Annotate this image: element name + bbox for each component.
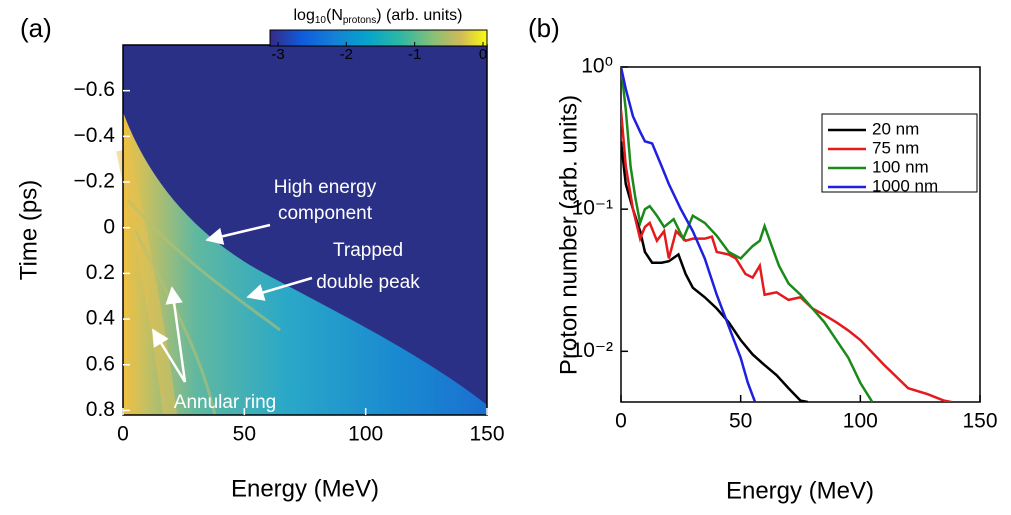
colorbar-label: log10(Nprotons) (arb. units) bbox=[294, 7, 463, 25]
plot-frame bbox=[620, 66, 981, 403]
x-tick-label: 150 bbox=[469, 423, 504, 446]
x-tick-label: 50 bbox=[729, 410, 752, 433]
label-part: log bbox=[294, 7, 315, 24]
colorbar-tick-label: -1 bbox=[408, 46, 421, 63]
arrow bbox=[246, 276, 313, 301]
y-tick-label: −0.6 bbox=[74, 78, 115, 101]
y-tick-label: 0.2 bbox=[86, 261, 115, 284]
colorbar-tick-label: -2 bbox=[340, 46, 353, 63]
annotation: Annular ring bbox=[174, 392, 276, 413]
data-line bbox=[621, 141, 808, 402]
data-line bbox=[621, 67, 757, 402]
label-part: (N bbox=[326, 7, 343, 24]
label-part: ) (arb. units) bbox=[376, 7, 462, 24]
x-tick-label: 100 bbox=[843, 410, 878, 433]
label-part: protons bbox=[343, 15, 376, 26]
colorbar-tick-label: -3 bbox=[271, 46, 284, 63]
y-tick-label: 0 bbox=[103, 215, 115, 238]
x-tick-label: 0 bbox=[117, 423, 129, 446]
x-tick-label: 50 bbox=[233, 423, 256, 446]
y-axis-label: Proton number (arb. units) bbox=[555, 95, 582, 375]
y-tick-label: 0.8 bbox=[86, 398, 115, 421]
legend-label: 75 nm bbox=[872, 138, 919, 157]
annotation: component bbox=[278, 203, 373, 224]
data-line bbox=[621, 109, 952, 402]
y-tick-label: 0.4 bbox=[86, 307, 116, 330]
heatmap-streak bbox=[126, 199, 281, 416]
x-axis-label: Energy (MeV) bbox=[726, 477, 874, 504]
colorbar bbox=[269, 29, 488, 47]
y-tick-label: 10⁻² bbox=[572, 339, 613, 362]
y-axis-label: Time (ps) bbox=[15, 180, 42, 280]
arrow bbox=[151, 328, 187, 383]
annotation: High energy bbox=[274, 177, 377, 198]
label-part: 10 bbox=[315, 15, 327, 26]
legend bbox=[821, 113, 978, 193]
legend-label: 100 nm bbox=[872, 157, 929, 176]
annotation: Trapped bbox=[333, 240, 403, 261]
y-tick-label: 10⁻¹ bbox=[572, 197, 613, 220]
annotation: double peak bbox=[316, 272, 420, 293]
x-axis-label: Energy (MeV) bbox=[231, 475, 379, 502]
data-line bbox=[621, 67, 874, 402]
y-tick-label: −0.2 bbox=[74, 170, 115, 193]
legend-label: 20 nm bbox=[872, 119, 919, 138]
panel-label: (b) bbox=[528, 13, 560, 43]
y-tick-label: −0.4 bbox=[74, 124, 116, 147]
x-tick-label: 150 bbox=[962, 410, 997, 433]
heatmap-region bbox=[123, 112, 487, 415]
panel-label: (a) bbox=[20, 13, 52, 43]
y-tick-label: 0.6 bbox=[86, 352, 115, 375]
arrow bbox=[205, 223, 271, 245]
legend-label: 1000 nm bbox=[872, 176, 938, 195]
y-tick-label: 10⁰ bbox=[581, 55, 613, 78]
x-tick-label: 100 bbox=[348, 423, 383, 446]
x-tick-label: 0 bbox=[615, 410, 627, 433]
colorbar-tick-label: 0 bbox=[479, 46, 487, 63]
arrow bbox=[165, 286, 187, 383]
